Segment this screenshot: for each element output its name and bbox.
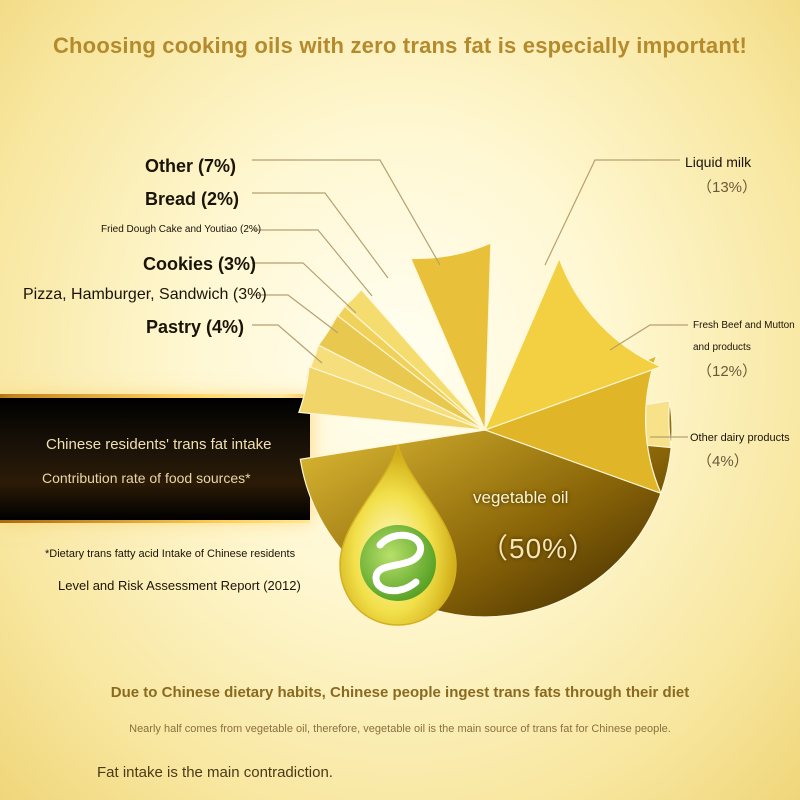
- dark-band: [0, 398, 310, 520]
- band-bottom-glow: [0, 520, 310, 523]
- label-bread: Bread (2%): [145, 189, 240, 209]
- label-dairy: Other dairy products: [690, 432, 790, 444]
- label-vegetable-oil-pct: （50%）: [480, 533, 598, 564]
- label-cookies: Cookies (3%): [143, 254, 257, 274]
- leader-pizza: [252, 294, 339, 334]
- oil-drop-leaf-logo: [339, 444, 457, 626]
- pie-slice-pastry: [298, 365, 486, 431]
- leader-fried: [252, 229, 373, 297]
- leader-milk: [544, 159, 680, 266]
- pie-slice-pizza-hamburger-sandwich: [304, 344, 486, 431]
- pie-slice-other: [409, 242, 492, 431]
- label-beef-pct: （12%）: [697, 363, 758, 380]
- leader-beef: [609, 324, 688, 351]
- label-beef-2: and products: [693, 342, 751, 353]
- label-vegetable-oil: vegetable oil: [473, 488, 569, 507]
- source-note-line2: Level and Risk Assessment Report (2012): [58, 578, 301, 593]
- chart-subtitle: Contribution rate of food sources*: [42, 470, 251, 486]
- leader-pastry: [252, 324, 323, 364]
- leader-lines: [252, 159, 688, 438]
- pie-slices: [298, 242, 673, 618]
- leader-other: [252, 159, 441, 266]
- band-top-glow: [0, 394, 310, 398]
- label-fried: Fried Dough Cake and Youtiao (2%): [101, 224, 262, 235]
- label-pizza: Pizza, Hamburger, Sandwich (3%): [23, 286, 267, 303]
- leaf-swirl-icon: [372, 531, 424, 595]
- source-note-line1: *Dietary trans fatty acid Intake of Chin…: [45, 548, 296, 560]
- headline: Choosing cooking oils with zero trans fa…: [52, 33, 748, 58]
- label-milk: Liquid milk: [685, 154, 752, 170]
- label-beef-1: Fresh Beef and Mutton: [693, 320, 795, 331]
- bottom-text-line2: Nearly half comes from vegetable oil, th…: [129, 723, 671, 735]
- chart-title: Chinese residents' trans fat intake: [46, 436, 272, 453]
- leader-cookies: [252, 262, 357, 314]
- label-pastry: Pastry (4%): [146, 317, 245, 337]
- bottom-text-line3: Fat intake is the main contradiction.: [97, 764, 333, 781]
- label-other: Other (7%): [145, 156, 237, 176]
- leader-bread: [252, 192, 389, 279]
- label-dairy-pct: （4%）: [697, 453, 749, 470]
- label-milk-pct: （13%）: [697, 179, 758, 196]
- pie-slice-liquid-milk: [483, 256, 663, 432]
- bottom-text-line1: Due to Chinese dietary habits, Chinese p…: [110, 684, 690, 701]
